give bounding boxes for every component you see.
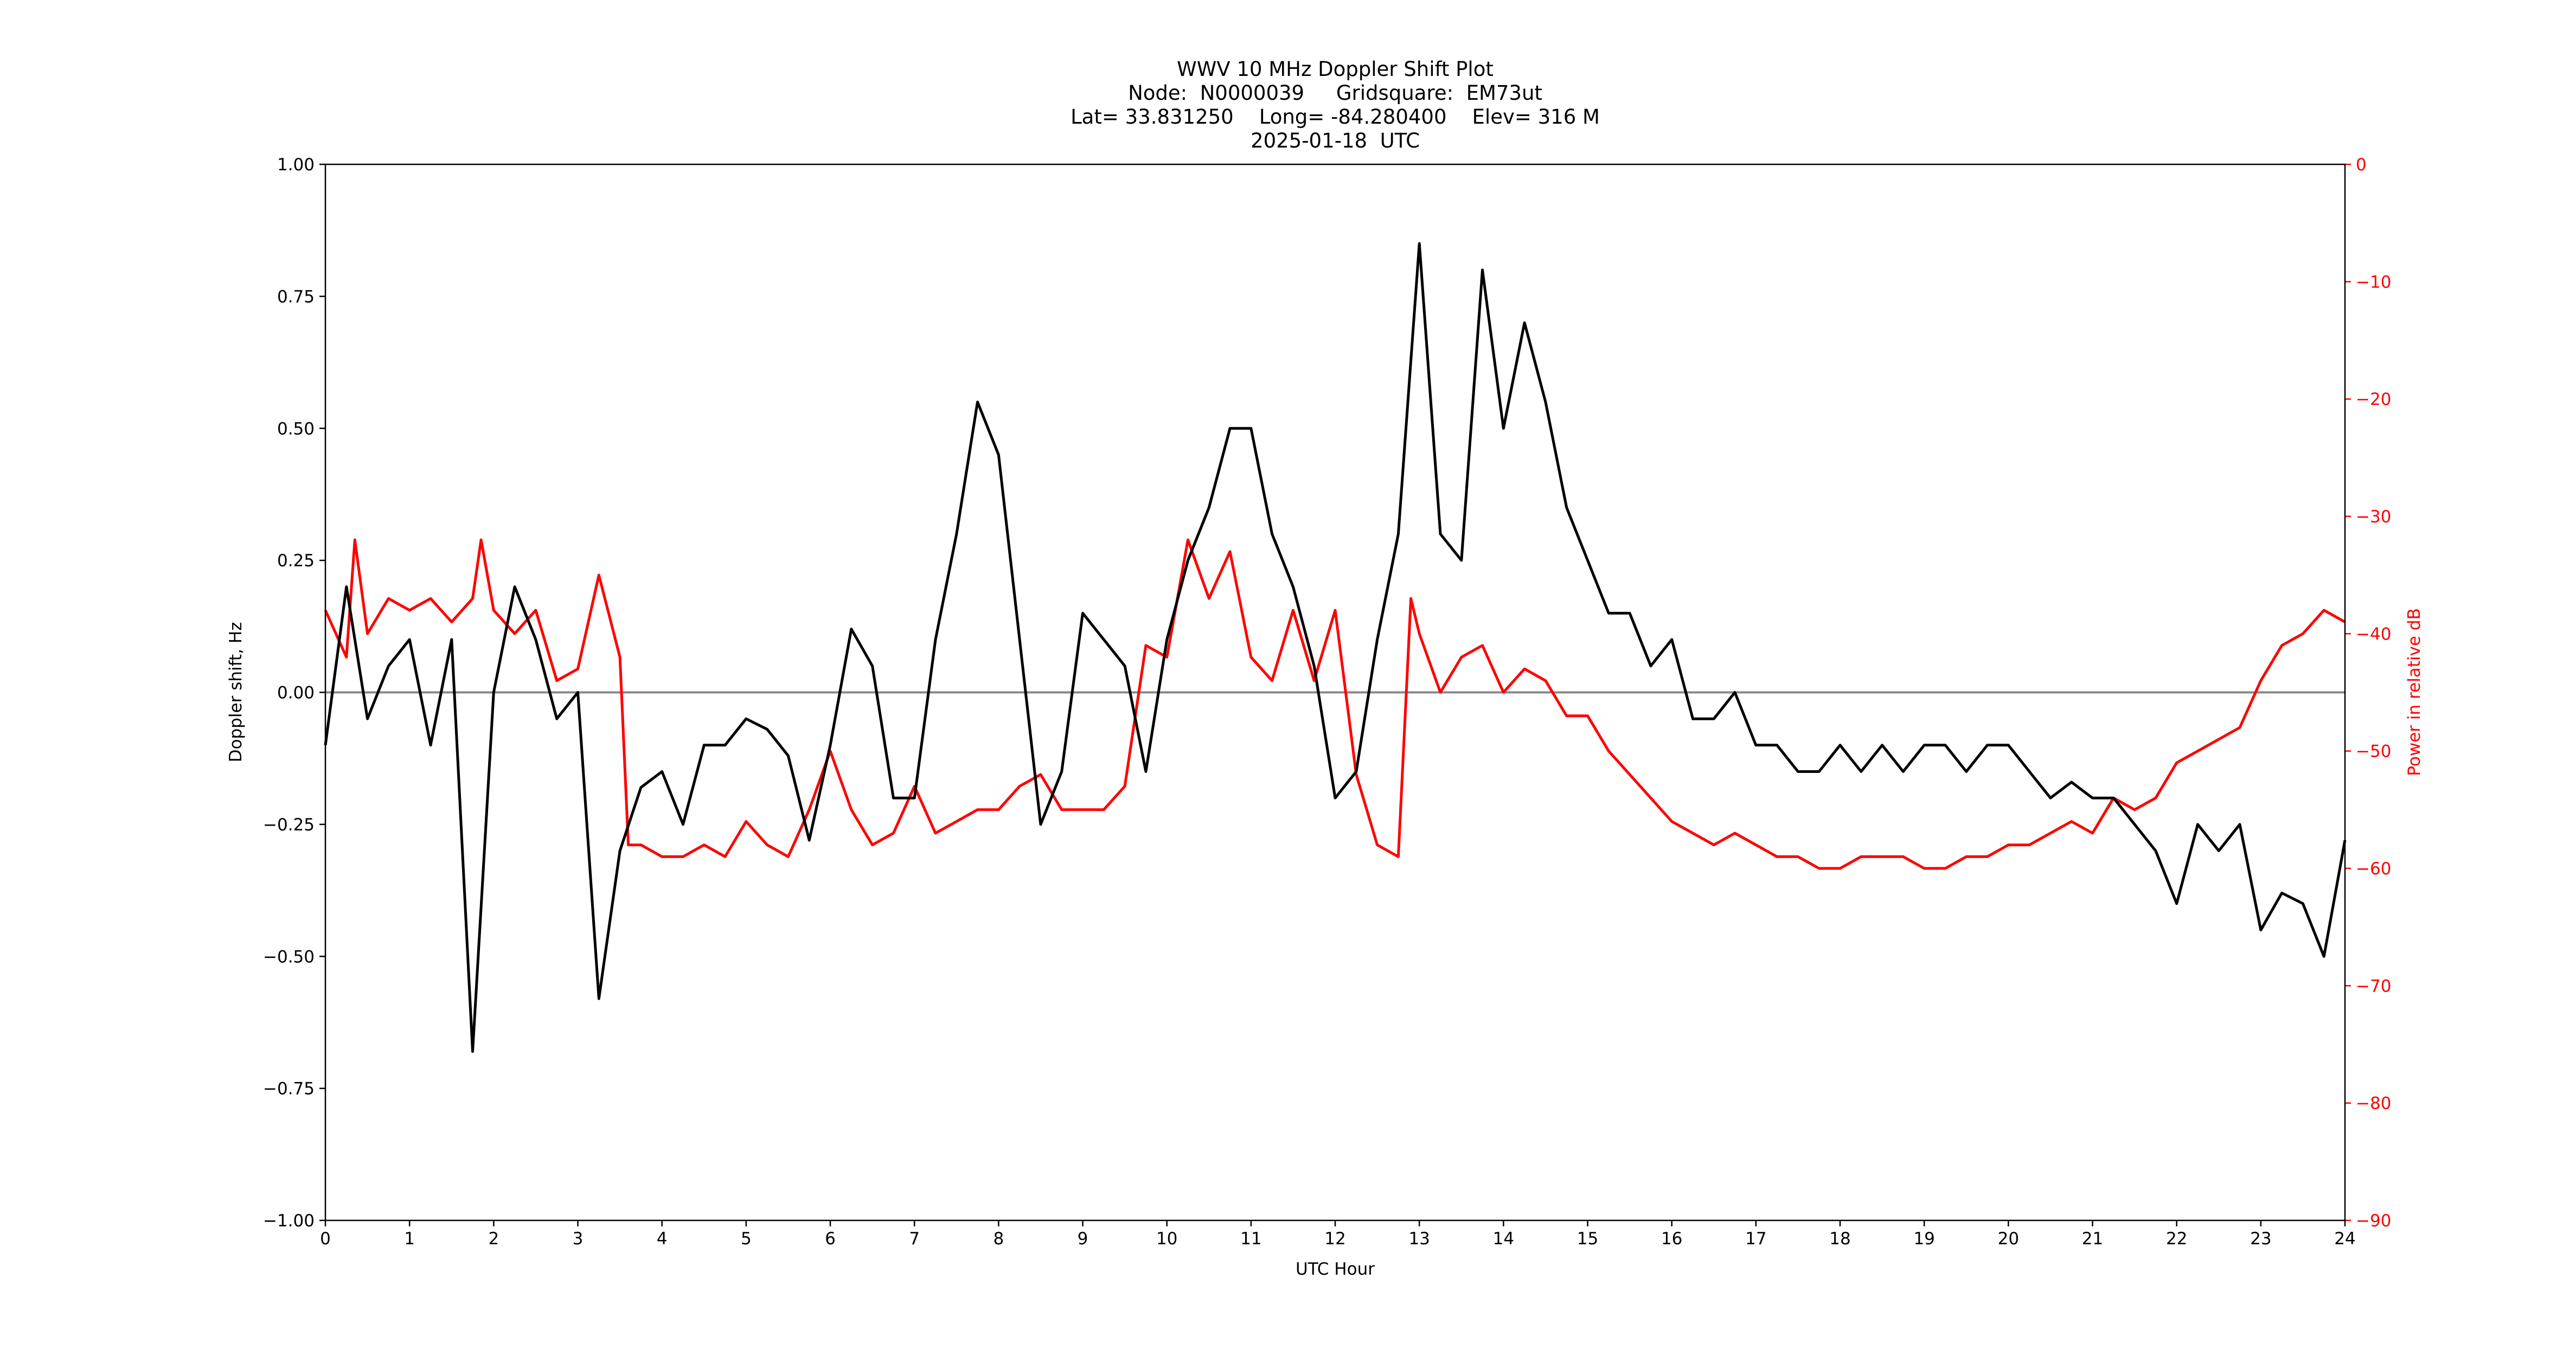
x-tick-label: 14	[1493, 1229, 1514, 1249]
x-tick-label: 4	[657, 1229, 668, 1249]
y-tick-label: −0.50	[263, 947, 315, 967]
x-tick-label: 1	[404, 1229, 415, 1249]
series-line	[324, 538, 2346, 870]
x-tick-label: 10	[1156, 1229, 1177, 1249]
y2-tick-label: −90	[2356, 1211, 2391, 1231]
x-tick-label: 12	[1324, 1229, 1345, 1249]
y-tick-label: 1.00	[277, 155, 315, 175]
x-tick-label: 11	[1240, 1229, 1261, 1249]
x-tick-label: 16	[1661, 1229, 1682, 1249]
y2-tick-label: −60	[2356, 859, 2391, 879]
chart-title-line: WWV 10 MHz Doppler Shift Plot	[1177, 57, 1494, 81]
y2-tick-label: −30	[2356, 507, 2391, 527]
x-tick-label: 15	[1577, 1229, 1598, 1249]
y-tick-label: 0.00	[277, 683, 315, 703]
y2-tick-label: −70	[2356, 976, 2391, 996]
y-tick-label: 0.25	[277, 551, 315, 571]
y2-tick-label: 0	[2356, 155, 2367, 175]
x-tick-label: 20	[1998, 1229, 2019, 1249]
chart-title-line: 2025-01-18 UTC	[1251, 129, 1420, 152]
x-tick-label: 17	[1745, 1229, 1766, 1249]
x-tick-label: 6	[825, 1229, 836, 1249]
series-line	[324, 242, 2347, 1053]
y-tick-label: 0.75	[277, 287, 315, 306]
y2-tick-label: −40	[2356, 624, 2391, 644]
chart-title-line: Lat= 33.831250 Long= -84.280400 Elev= 31…	[1071, 105, 1600, 129]
y2-tick-label: −50	[2356, 742, 2391, 762]
y2-tick-label: −10	[2356, 272, 2391, 292]
x-axis-label: UTC Hour	[1296, 1259, 1375, 1279]
y-tick-label: −0.25	[263, 815, 315, 835]
x-tick-label: 18	[1829, 1229, 1850, 1249]
x-tick-label: 19	[1913, 1229, 1934, 1249]
x-tick-label: 9	[1078, 1229, 1088, 1249]
x-tick-label: 13	[1408, 1229, 1430, 1249]
y-tick-label: 0.50	[277, 419, 315, 439]
x-tick-label: 7	[909, 1229, 920, 1249]
y2-tick-label: −20	[2356, 390, 2391, 410]
x-tick-label: 0	[320, 1229, 331, 1249]
y-tick-label: −0.75	[263, 1079, 315, 1099]
y-axis-label: Doppler shift, Hz	[226, 622, 246, 763]
x-tick-label: 5	[741, 1229, 752, 1249]
y2-tick-label: −80	[2356, 1094, 2391, 1114]
chart-title-line: Node: N0000039 Gridsquare: EM73ut	[1128, 81, 1542, 105]
x-tick-label: 2	[488, 1229, 499, 1249]
x-tick-label: 24	[2334, 1229, 2355, 1249]
y2-axis-label: Power in relative dB	[2405, 608, 2424, 776]
x-tick-label: 3	[573, 1229, 584, 1249]
y-tick-label: −1.00	[263, 1211, 315, 1231]
x-tick-label: 21	[2082, 1229, 2103, 1249]
x-tick-label: 22	[2166, 1229, 2187, 1249]
plot-frame	[324, 163, 2346, 1221]
x-tick-label: 8	[993, 1229, 1004, 1249]
x-tick-label: 23	[2250, 1229, 2271, 1249]
